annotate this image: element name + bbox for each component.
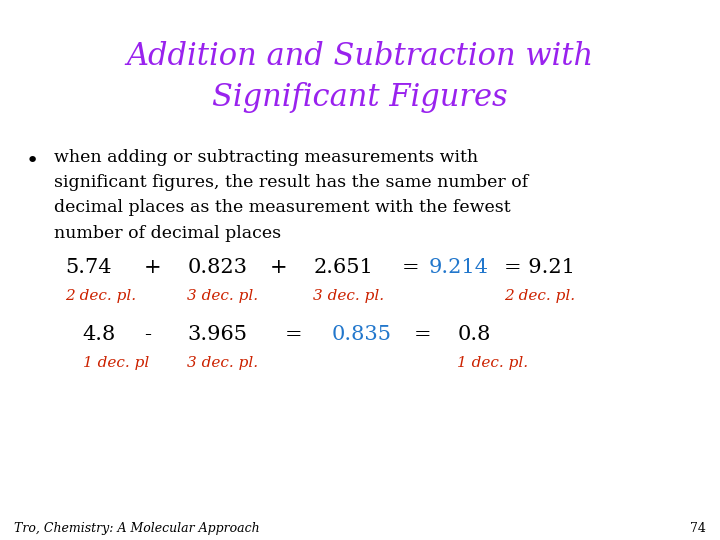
Text: 2 dec. pl.: 2 dec. pl. [65, 289, 136, 303]
Text: =: = [402, 258, 419, 277]
Text: =: = [284, 325, 302, 345]
Text: Tro, Chemistry: A Molecular Approach: Tro, Chemistry: A Molecular Approach [14, 522, 260, 535]
Text: 3 dec. pl.: 3 dec. pl. [187, 356, 258, 370]
Text: number of decimal places: number of decimal places [54, 225, 281, 241]
Text: 1 dec. pl: 1 dec. pl [83, 356, 149, 370]
Text: 2 dec. pl.: 2 dec. pl. [504, 289, 575, 303]
Text: 1 dec. pl.: 1 dec. pl. [457, 356, 528, 370]
Text: =: = [414, 325, 431, 345]
Text: Significant Figures: Significant Figures [212, 82, 508, 113]
Text: 2.651: 2.651 [313, 258, 373, 277]
Text: •: • [25, 151, 38, 171]
Text: 74: 74 [690, 522, 706, 535]
Text: decimal places as the measurement with the fewest: decimal places as the measurement with t… [54, 199, 510, 216]
Text: 0.8: 0.8 [457, 325, 490, 345]
Text: = 9.21: = 9.21 [504, 258, 575, 277]
Text: 3 dec. pl.: 3 dec. pl. [187, 289, 258, 303]
Text: +: + [144, 258, 161, 277]
Text: significant figures, the result has the same number of: significant figures, the result has the … [54, 174, 528, 191]
Text: 3 dec. pl.: 3 dec. pl. [313, 289, 384, 303]
Text: when adding or subtracting measurements with: when adding or subtracting measurements … [54, 148, 478, 165]
Text: 5.74: 5.74 [65, 258, 112, 277]
Text: 4.8: 4.8 [83, 325, 116, 345]
Text: 0.823: 0.823 [187, 258, 247, 277]
Text: 0.835: 0.835 [331, 325, 391, 345]
Text: +: + [270, 258, 287, 277]
Text: Addition and Subtraction with: Addition and Subtraction with [127, 41, 593, 72]
Text: 3.965: 3.965 [187, 325, 247, 345]
Text: 9.214: 9.214 [428, 258, 488, 277]
Text: -: - [144, 325, 151, 345]
